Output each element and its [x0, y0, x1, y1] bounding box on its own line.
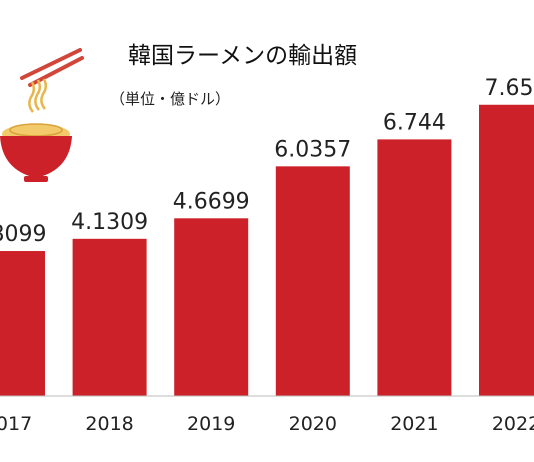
noodle-strand-icon [34, 79, 41, 111]
value-label-2022: 7.654 [485, 76, 534, 101]
labels-layer: 3.8099 2017 4.1309 2018 4.6699 2019 6.0357 2020… [0, 76, 534, 435]
bowl-base-icon [24, 176, 48, 182]
noodle-strand-icon [28, 81, 35, 113]
value-label-2018: 4.1309 [71, 210, 148, 235]
value-label-2021: 6.744 [383, 110, 446, 135]
x-tick-label-2020: 2020 [289, 413, 337, 435]
bar-2019 [174, 218, 249, 396]
value-label-2019: 4.6699 [173, 189, 250, 214]
x-tick-label-2017: 2017 [0, 413, 32, 435]
value-label-2020: 6.0357 [274, 137, 351, 162]
x-tick-label-2019: 2019 [187, 413, 235, 435]
bar-2022 [479, 104, 534, 397]
chopstick-icon [20, 48, 82, 80]
chart-title: 韓国ラーメンの輸出額 [128, 43, 357, 69]
x-tick-label-2018: 2018 [85, 413, 133, 435]
bar-2021 [377, 139, 452, 396]
bar-2017 [0, 251, 45, 396]
x-tick-label-2022: 2022 [492, 413, 534, 435]
x-tick-label-2021: 2021 [390, 413, 438, 435]
chart-unit-label: （単位・億ドル） [110, 90, 230, 108]
ramen-bowl-icon [0, 48, 84, 182]
bar-2018 [72, 238, 147, 396]
bar-2020 [275, 166, 350, 396]
bars-layer [0, 104, 534, 397]
value-label-2017: 3.8099 [0, 222, 46, 247]
bowl-icon [0, 136, 72, 178]
noodle-strand-icon [40, 78, 47, 110]
